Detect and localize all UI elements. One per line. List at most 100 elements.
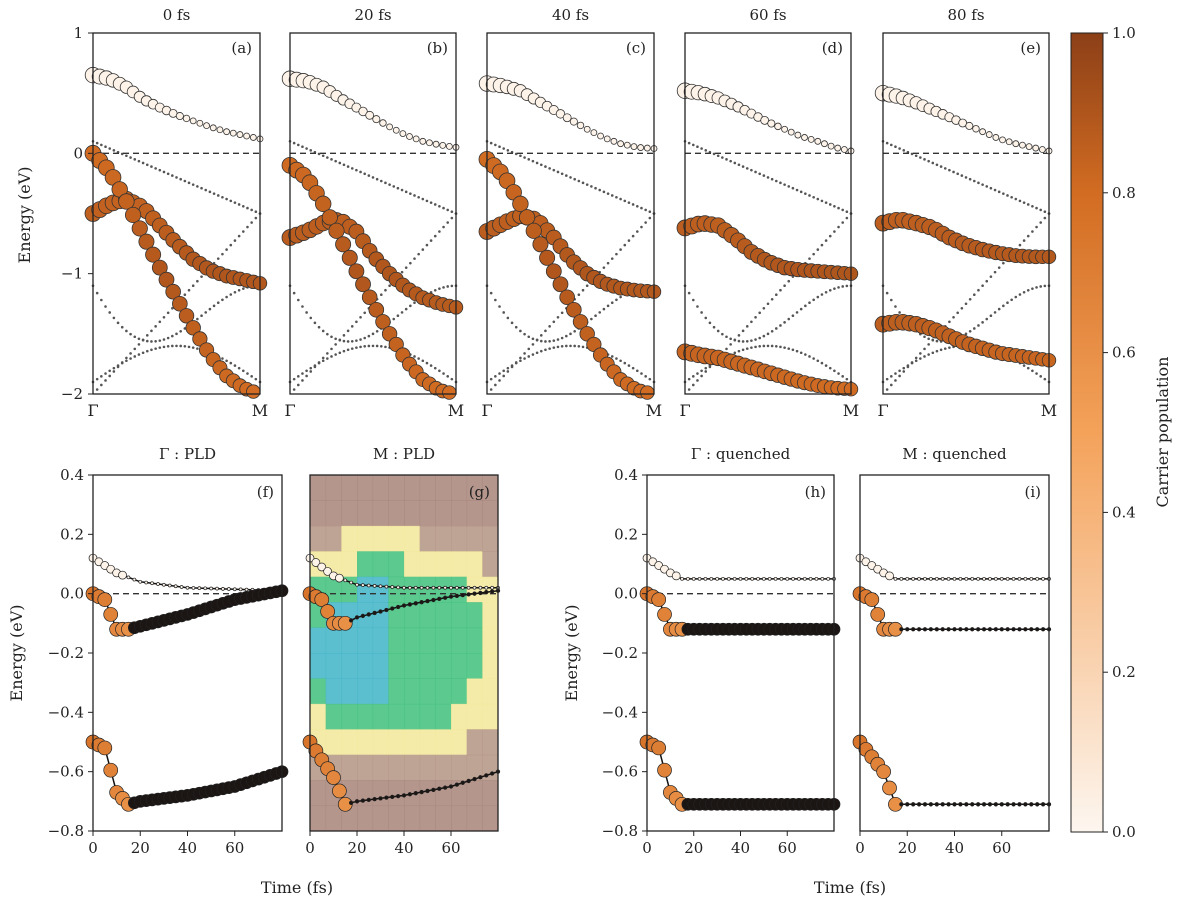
faint-band-point — [191, 346, 195, 349]
faint-band-point — [371, 176, 375, 179]
faint-band-point — [548, 167, 551, 170]
heatmap-cell — [310, 678, 327, 705]
time-band-point — [988, 576, 992, 581]
faint-band-point — [993, 311, 997, 314]
faint-band-point — [112, 149, 116, 152]
conduction-band-point — [834, 144, 842, 152]
time-band-point — [466, 592, 471, 597]
time-band-point — [882, 780, 897, 796]
time-band-point — [437, 786, 442, 791]
faint-band-point — [696, 372, 699, 375]
faint-band-point — [334, 159, 337, 163]
faint-band-point — [171, 334, 174, 338]
faint-band-point — [1006, 301, 1009, 305]
conduction-band-point — [175, 112, 184, 121]
time-band-point — [478, 585, 483, 590]
faint-band-point — [741, 340, 745, 343]
conduction-band-point — [965, 121, 974, 130]
heatmap-cell — [357, 500, 374, 527]
faint-band-point — [548, 325, 551, 328]
heatmap-cell — [404, 703, 421, 730]
faint-band-point — [737, 349, 741, 353]
y-tick-label: −1 — [61, 265, 83, 283]
heatmap-cell — [310, 475, 327, 501]
faint-band-point — [338, 338, 342, 342]
faint-band-point — [968, 297, 972, 301]
heatmap-cell — [482, 653, 499, 679]
heatmap-cell — [451, 602, 468, 629]
faint-band-point — [301, 372, 304, 375]
faint-band-point — [108, 369, 111, 373]
faint-band-point — [531, 353, 535, 356]
faint-band-point — [927, 353, 930, 356]
top-ylabel: Energy (eV) — [15, 167, 34, 264]
faint-band-point — [1026, 234, 1030, 238]
faint-band-point — [602, 307, 606, 311]
time-band-point — [97, 592, 113, 607]
faint-band-point — [342, 349, 346, 353]
faint-band-point — [187, 181, 191, 185]
faint-band-point — [313, 365, 317, 369]
x-tick-label: 20 — [684, 839, 703, 857]
time-band-point — [976, 576, 980, 581]
time-band-point — [156, 582, 160, 586]
valence-band-point — [355, 276, 371, 293]
faint-band-point — [687, 141, 691, 145]
faint-band-point — [804, 192, 807, 195]
heatmap-cell — [482, 780, 499, 807]
time-band-point — [197, 586, 202, 590]
time-band-point — [940, 627, 945, 632]
faint-band-point — [902, 149, 906, 152]
faint-band-point — [1031, 287, 1034, 290]
faint-band-point — [804, 304, 807, 308]
time-band-point — [1035, 576, 1040, 581]
faint-band-point — [297, 383, 300, 387]
faint-band-point — [585, 284, 589, 288]
faint-band-point — [581, 181, 585, 185]
faint-band-point — [346, 348, 350, 352]
time-band-point — [987, 802, 993, 807]
faint-band-point — [644, 221, 647, 224]
faint-band-point — [216, 301, 220, 305]
faint-band-point — [565, 174, 568, 177]
faint-band-point — [350, 339, 354, 343]
faint-band-point — [627, 239, 631, 242]
faint-band-point — [606, 304, 610, 308]
y-tick-label: 0.0 — [60, 585, 84, 603]
faint-band-point — [758, 311, 761, 315]
faint-band-point — [494, 143, 497, 147]
k-start-label: Γ — [679, 401, 690, 420]
faint-band-point — [438, 287, 441, 290]
time-band-point — [354, 615, 360, 620]
heatmap-cell — [357, 551, 374, 578]
faint-band-point — [725, 335, 728, 339]
heatmap-cell — [341, 475, 358, 501]
heatmap-cell — [451, 525, 468, 552]
heatmap-cell — [325, 678, 342, 705]
time-band-point — [964, 627, 969, 632]
heatmap-cell — [482, 602, 499, 629]
faint-band-point — [514, 325, 518, 329]
faint-band-point — [330, 335, 333, 339]
colorbar-tick-label: 0.0 — [1112, 823, 1136, 841]
time-band-point — [779, 576, 784, 581]
faint-band-point — [342, 163, 346, 167]
conduction-band-point — [445, 142, 453, 150]
heatmap-cell — [482, 805, 499, 832]
faint-band-point — [560, 311, 564, 315]
faint-band-point — [820, 361, 824, 365]
time-band-point — [651, 740, 667, 756]
faint-band-point — [359, 315, 362, 319]
panel-label: (h) — [805, 483, 826, 501]
faint-band-point — [305, 374, 308, 378]
valence-band-point — [368, 301, 385, 318]
faint-band-point — [1043, 216, 1047, 220]
faint-band-point — [733, 338, 737, 342]
faint-band-point — [489, 291, 493, 295]
time-band-point — [348, 800, 354, 805]
conduction-band-point — [236, 131, 244, 138]
y-tick-label: 0.2 — [614, 525, 638, 543]
faint-band-point — [183, 179, 187, 183]
heatmap-cell — [466, 576, 483, 603]
conduction-band-point — [774, 122, 782, 131]
